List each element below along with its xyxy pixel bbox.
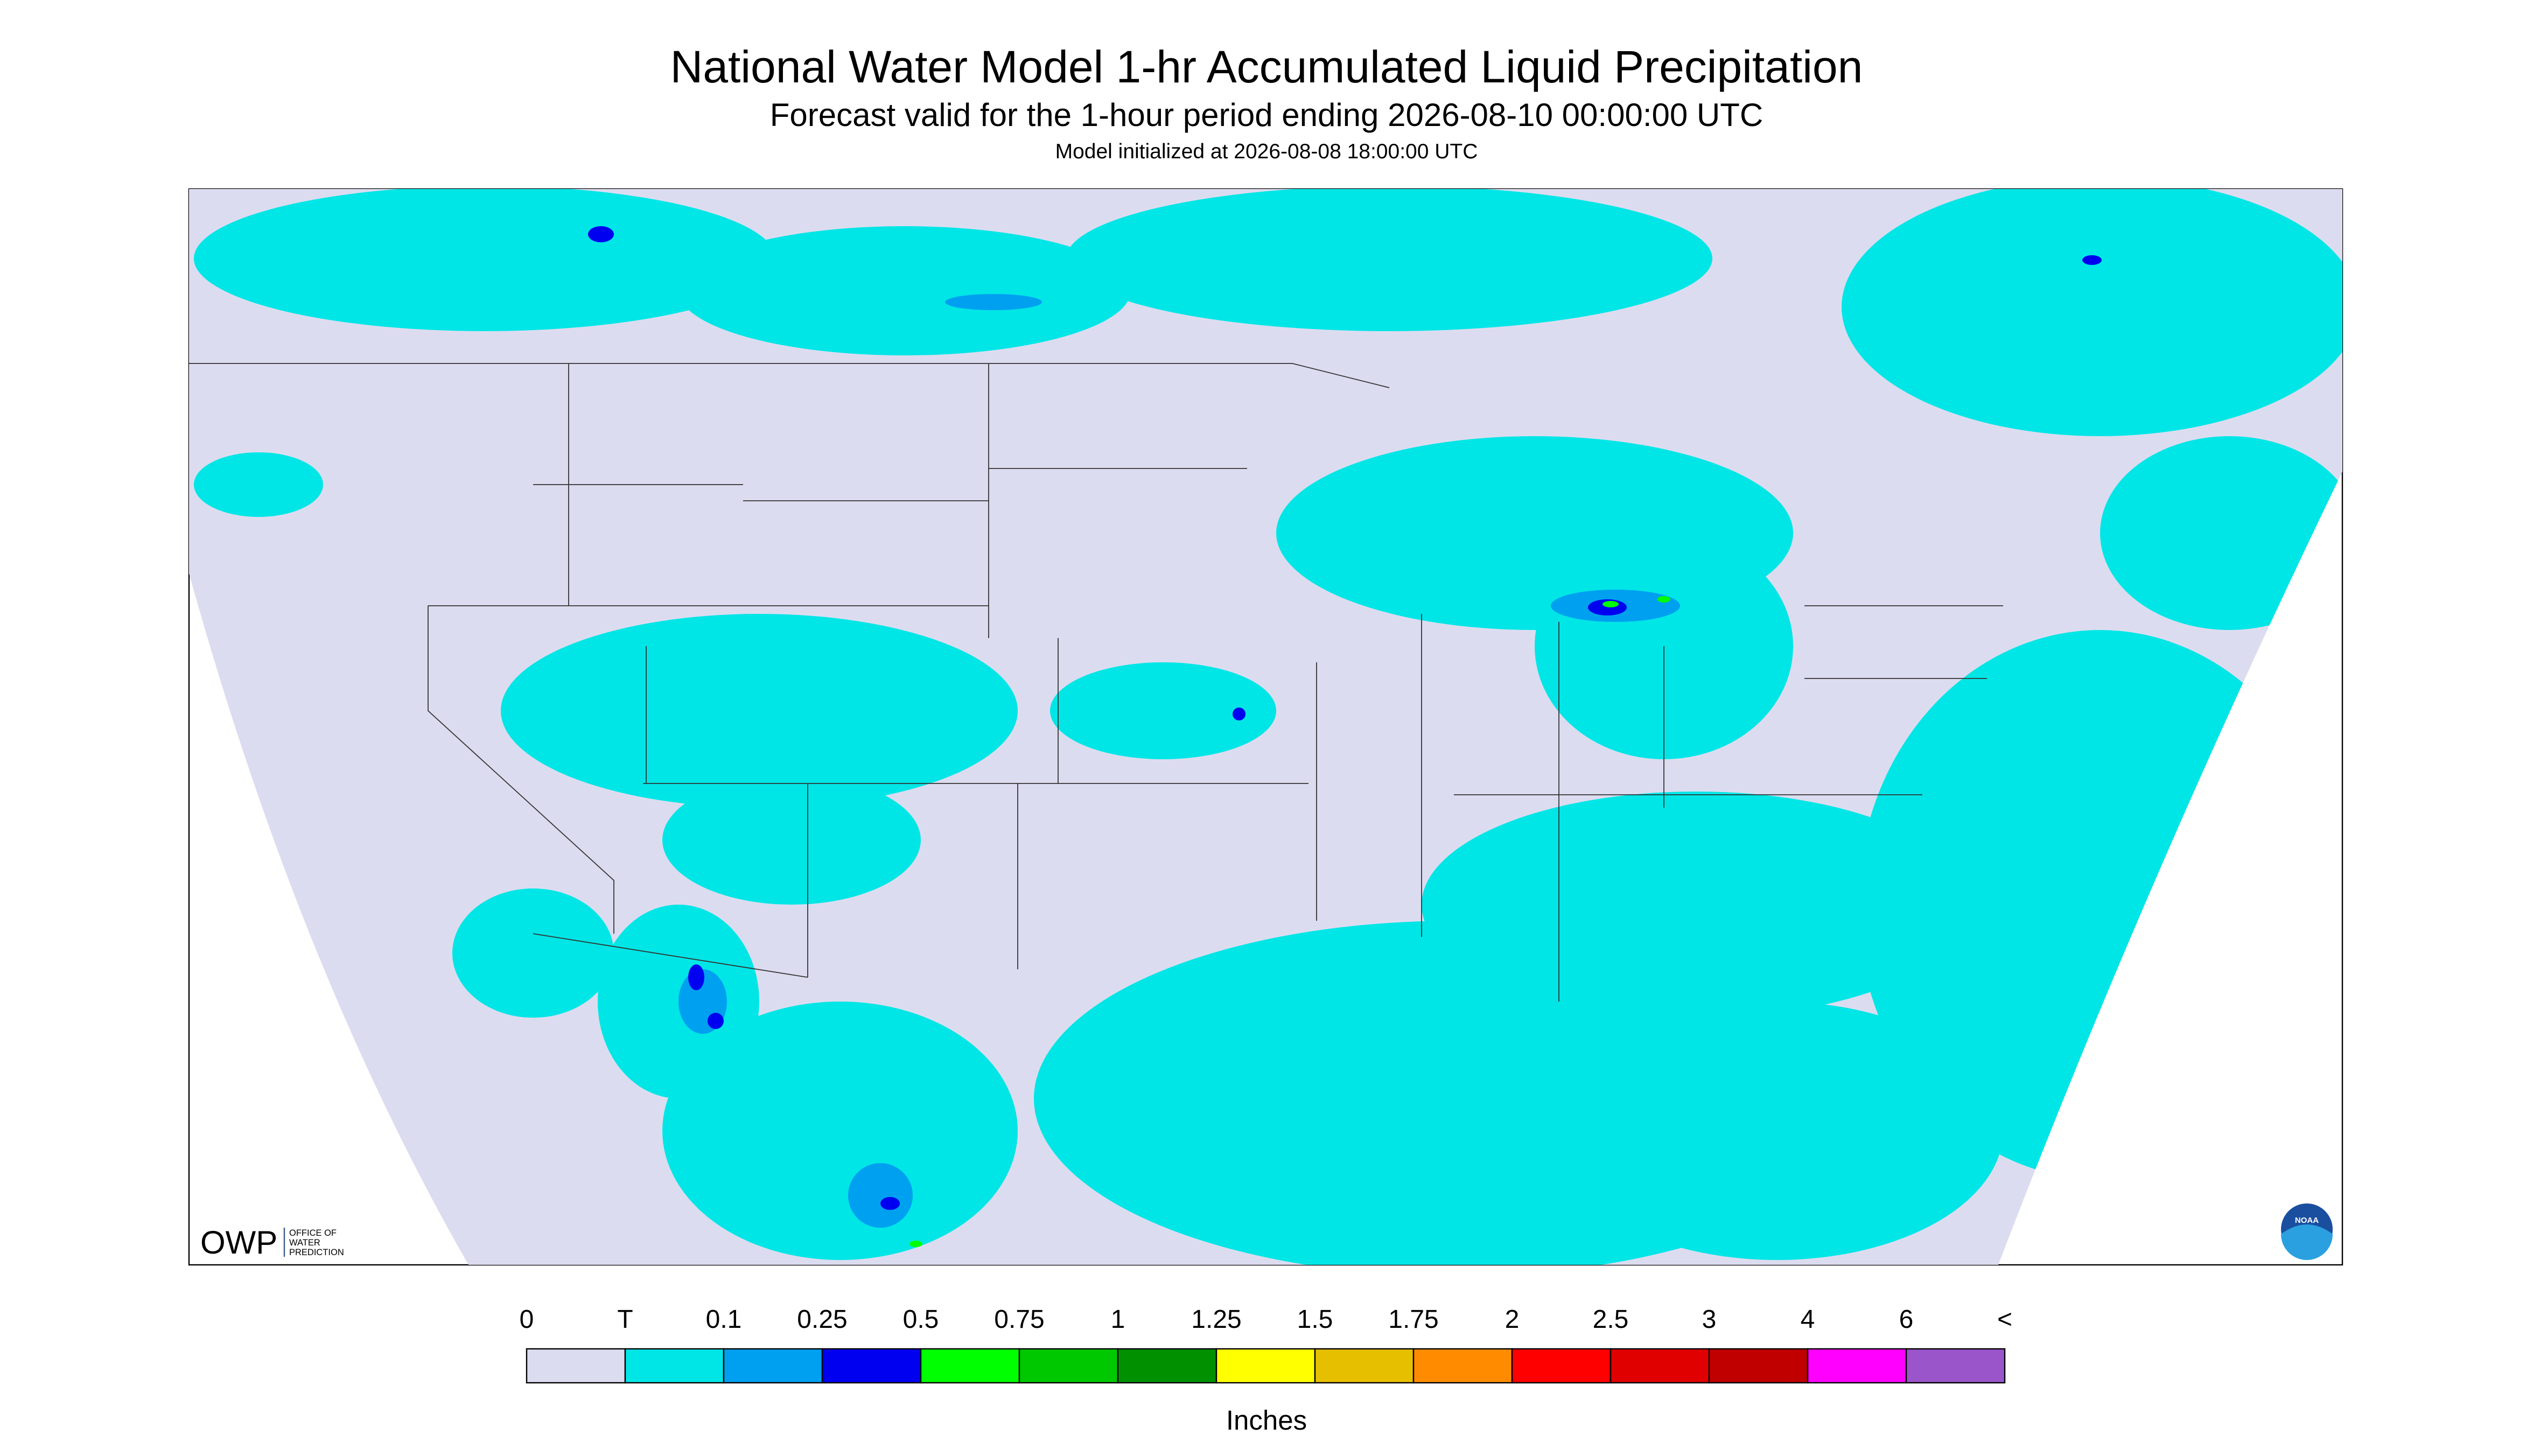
legend-swatch	[1610, 1348, 1710, 1384]
legend-swatch	[821, 1348, 922, 1384]
legend-label: 3	[1702, 1305, 1717, 1334]
legend-swatch	[1412, 1348, 1513, 1384]
legend-label: T	[617, 1305, 633, 1334]
legend-label: 0.1	[706, 1305, 742, 1334]
owp-line: OFFICE OF	[289, 1228, 337, 1238]
legend-label: 2.5	[1593, 1305, 1629, 1334]
legend-swatch	[1018, 1348, 1119, 1384]
noaa-text: NOAA	[2295, 1216, 2319, 1225]
noaa-wave	[2281, 1224, 2333, 1261]
precip-areas	[194, 189, 2342, 1265]
legend-label: <	[1997, 1305, 2012, 1334]
legend-label: 1.75	[1388, 1305, 1438, 1334]
legend-swatch	[920, 1348, 1020, 1384]
legend-label: 0	[520, 1305, 534, 1334]
legend-swatch	[1708, 1348, 1809, 1384]
legend-label: 1.5	[1297, 1305, 1333, 1334]
legend-swatch	[1215, 1348, 1316, 1384]
owp-logo: OWP OFFICE OF WATER PREDICTION	[200, 1224, 344, 1261]
owp-line: PREDICTION	[289, 1248, 344, 1257]
legend-swatch	[1314, 1348, 1415, 1384]
legend-label: 0.25	[797, 1305, 847, 1334]
legend: 0 T 0.1 0.25 0.5 0.75 1 1.25 1.5 1.75 2 2.5 3 4 6 <	[520, 1305, 2012, 1384]
legend-label: 2	[1505, 1305, 1520, 1334]
boundaries	[189, 363, 2003, 1002]
precip-peak	[909, 596, 1670, 1248]
legend-label: 1.25	[1191, 1305, 1241, 1334]
subtitle: Forecast valid for the 1-hour period end…	[770, 97, 1763, 133]
legend-swatch	[624, 1348, 725, 1384]
owp-mark: OWP	[200, 1224, 277, 1261]
legend-swatch	[1807, 1348, 1907, 1384]
legend-label: 0.5	[903, 1305, 939, 1334]
owp-line: WATER	[289, 1238, 320, 1248]
legend-label: 1	[1111, 1305, 1125, 1334]
init-time: Model initialized at 2026-08-08 18:00:00…	[1055, 140, 1478, 163]
legend-label: 6	[1899, 1305, 1914, 1334]
title: National Water Model 1-hr Accumulated Li…	[670, 41, 1863, 92]
legend-label: 0.75	[994, 1305, 1044, 1334]
legend-units: Inches	[1226, 1405, 1307, 1436]
legend-swatch	[526, 1348, 626, 1384]
legend-swatch	[1905, 1348, 2006, 1384]
legend-label: 4	[1801, 1305, 1815, 1334]
legend-swatch	[1117, 1348, 1217, 1384]
noaa-logo: NOAA	[2281, 1203, 2333, 1261]
legend-swatch	[723, 1348, 823, 1384]
map-domain	[189, 189, 2342, 1265]
legend-swatch	[1511, 1348, 1612, 1384]
